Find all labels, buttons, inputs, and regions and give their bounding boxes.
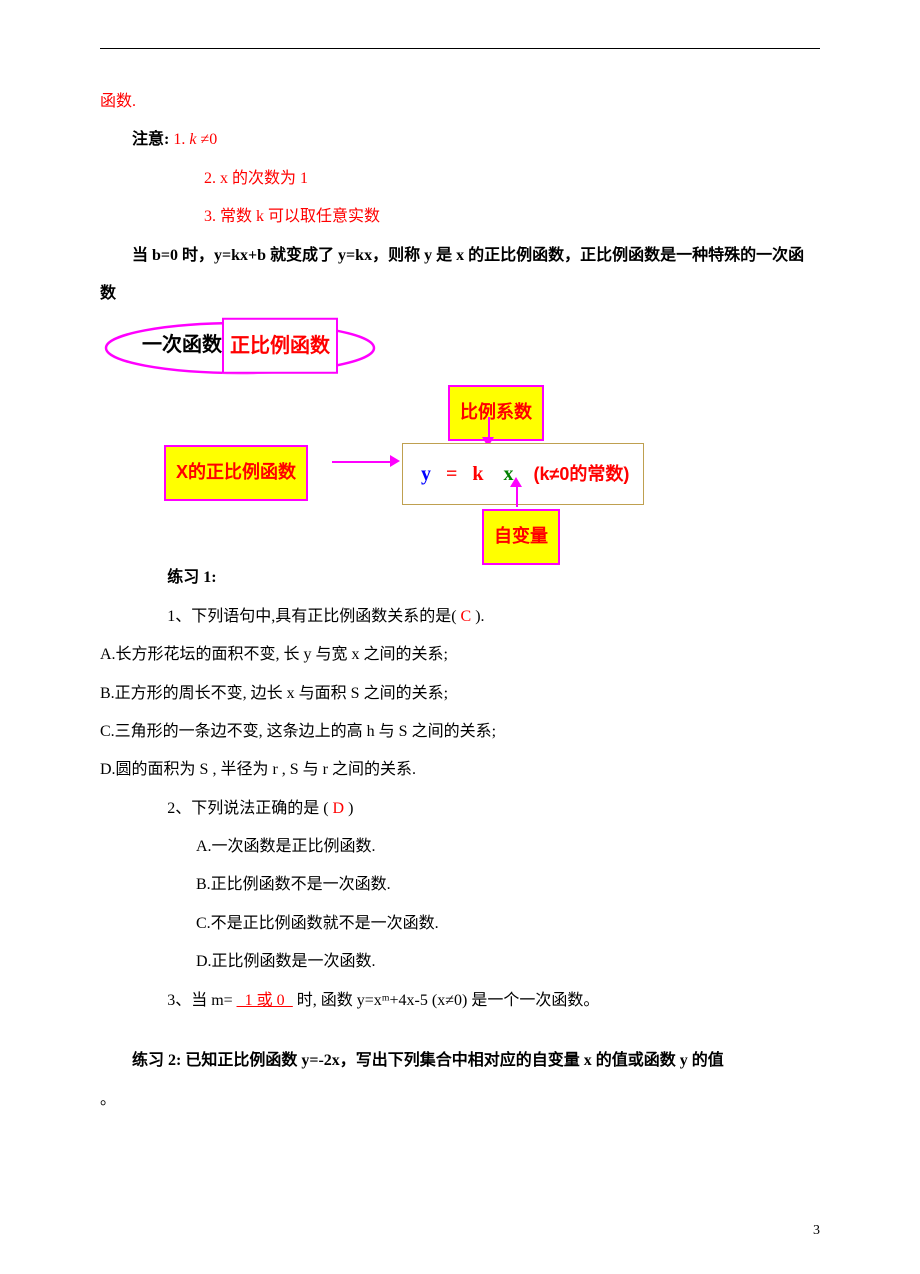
flow-left-box: X的正比例函数 xyxy=(164,445,308,500)
ex1-q3-ans: _1 或 0_ xyxy=(237,992,293,1009)
ex1-q1-b: B.正方形的周长不变, 边长 x 与面积 S 之间的关系; xyxy=(100,675,820,713)
venn-outer-label: 一次函数 xyxy=(142,334,222,356)
ex1-q3-pre: 3、当 m= xyxy=(167,992,236,1009)
flow-left-arrow-line xyxy=(332,461,392,463)
venn-inner-label: 正比例函数 xyxy=(222,318,338,374)
ex1-q3: 3、当 m= _1 或 0_ 时, 函数 y=xᵐ+4x-5 (x≠0) 是一个… xyxy=(100,982,820,1020)
page: 函数. 注意: 1. k ≠0 2. x 的次数为 1 3. 常数 k 可以取任… xyxy=(0,0,920,1274)
ex1-q2-stem-post: ) xyxy=(344,800,353,817)
page-number: 3 xyxy=(813,1214,820,1248)
ex1-q2-c: C.不是正比例函数就不是一次函数. xyxy=(100,905,820,943)
ex1-q1-stem-post: ). xyxy=(471,608,484,625)
note-line-3: 3. 常数 k 可以取任意实数 xyxy=(100,198,820,236)
ex1-q2-ans: D xyxy=(333,800,345,817)
ex2-tail: 。 xyxy=(100,1081,820,1119)
ex1-q2-d: D.正比例函数是一次函数. xyxy=(100,943,820,981)
ex1-q2-a: A.一次函数是正比例函数. xyxy=(100,828,820,866)
formula-k: k xyxy=(472,463,483,485)
formula-box: y = k x (k≠0的常数) xyxy=(402,443,644,505)
para1: 当 b=0 时，y=kx+b 就变成了 y=kx，则称 y 是 x 的正比例函数… xyxy=(100,237,820,314)
venn-diagram: 一次函数正比例函数 xyxy=(100,319,380,377)
note-block: 注意: 1. k ≠0 2. x 的次数为 1 3. 常数 k 可以取任意实数 xyxy=(100,121,820,236)
flow-top-box: 比例系数 xyxy=(448,385,544,440)
note1-k: k xyxy=(189,131,200,148)
ex1-q1-ans: C xyxy=(461,608,472,625)
ex1-q3-mid: 时, 函数 y=xᵐ+4x-5 (x≠0) 是一个一次函数。 xyxy=(293,992,600,1009)
formula-tail: (k≠0的常数) xyxy=(534,464,630,484)
ex1-q1-c: C.三角形的一条边不变, 这条边上的高 h 与 S 之间的关系; xyxy=(100,713,820,751)
ex1-q2-stem-pre: 2、下列说法正确的是 ( xyxy=(167,800,332,817)
spacer xyxy=(100,1020,820,1042)
note-line-1: 注意: 1. k ≠0 xyxy=(100,121,820,159)
note1-tail: ≠0 xyxy=(200,131,217,148)
flow-top-arrow-line xyxy=(488,417,490,439)
flow-bottom-arrow-line xyxy=(516,485,518,507)
formula-y: y xyxy=(421,463,431,485)
flow-bottom-arrow-head xyxy=(510,477,522,487)
note-lead: 注意: xyxy=(132,131,169,148)
note1-pre: 1. xyxy=(173,131,189,148)
top-text: 函数. xyxy=(100,93,136,110)
flow-diagram: 比例系数 X的正比例函数 y = k x (k≠0的常数) 自变量 xyxy=(164,385,684,553)
note-line-2: 2. x 的次数为 1 xyxy=(100,160,820,198)
ex1-q1-stem-pre: 1、下列语句中,具有正比例函数关系的是( xyxy=(167,608,460,625)
ex1-title: 练习 1: xyxy=(100,559,820,597)
diagram-stack: 一次函数正比例函数 比例系数 X的正比例函数 y = k x (k≠0的常数) … xyxy=(100,319,820,553)
formula-eq: = xyxy=(446,463,457,485)
ex1-q1-d: D.圆的面积为 S , 半径为 r , S 与 r 之间的关系. xyxy=(100,751,820,789)
ex1-q2: 2、下列说法正确的是 ( D ) xyxy=(100,790,820,828)
ex1-q2-b: B.正比例函数不是一次函数. xyxy=(100,866,820,904)
top-rule xyxy=(100,48,820,49)
venn-text: 一次函数正比例函数 xyxy=(142,318,338,374)
flow-left-arrow-head xyxy=(390,455,400,467)
ex1-q1-a: A.长方形花坛的面积不变, 长 y 与宽 x 之间的关系; xyxy=(100,636,820,674)
flow-bottom-box: 自变量 xyxy=(482,509,560,564)
ex2: 练习 2: 已知正比例函数 y=-2x，写出下列集合中相对应的自变量 x 的值或… xyxy=(100,1042,820,1080)
ex2-text: 练习 2: 已知正比例函数 y=-2x，写出下列集合中相对应的自变量 x 的值或… xyxy=(132,1052,724,1069)
ex1-q1: 1、下列语句中,具有正比例函数关系的是( C ). xyxy=(100,598,820,636)
